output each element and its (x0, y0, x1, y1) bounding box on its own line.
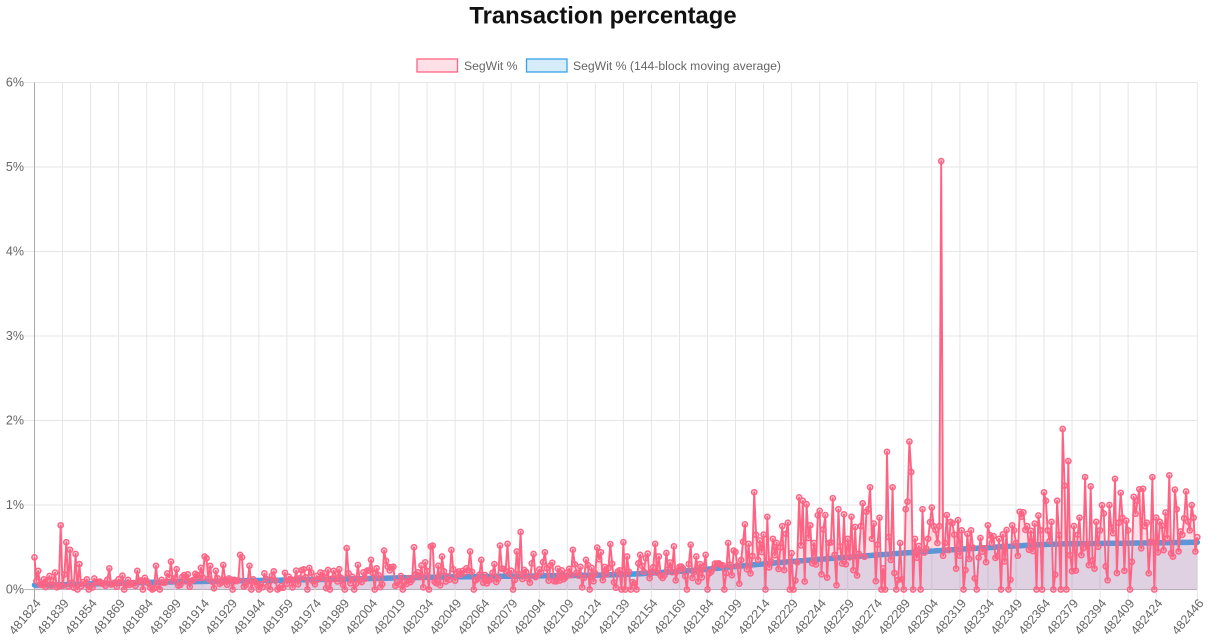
svg-text:SegWit % (144-block moving ave: SegWit % (144-block moving average) (573, 59, 781, 73)
svg-text:0%: 0% (6, 583, 24, 597)
svg-text:Transaction percentage: Transaction percentage (469, 2, 736, 29)
svg-text:6%: 6% (6, 76, 24, 90)
svg-text:2%: 2% (6, 414, 24, 428)
svg-text:4%: 4% (6, 245, 24, 259)
svg-text:SegWit %: SegWit % (464, 59, 518, 73)
svg-text:5%: 5% (6, 160, 24, 174)
svg-text:1%: 1% (6, 498, 24, 512)
svg-text:3%: 3% (6, 329, 24, 343)
